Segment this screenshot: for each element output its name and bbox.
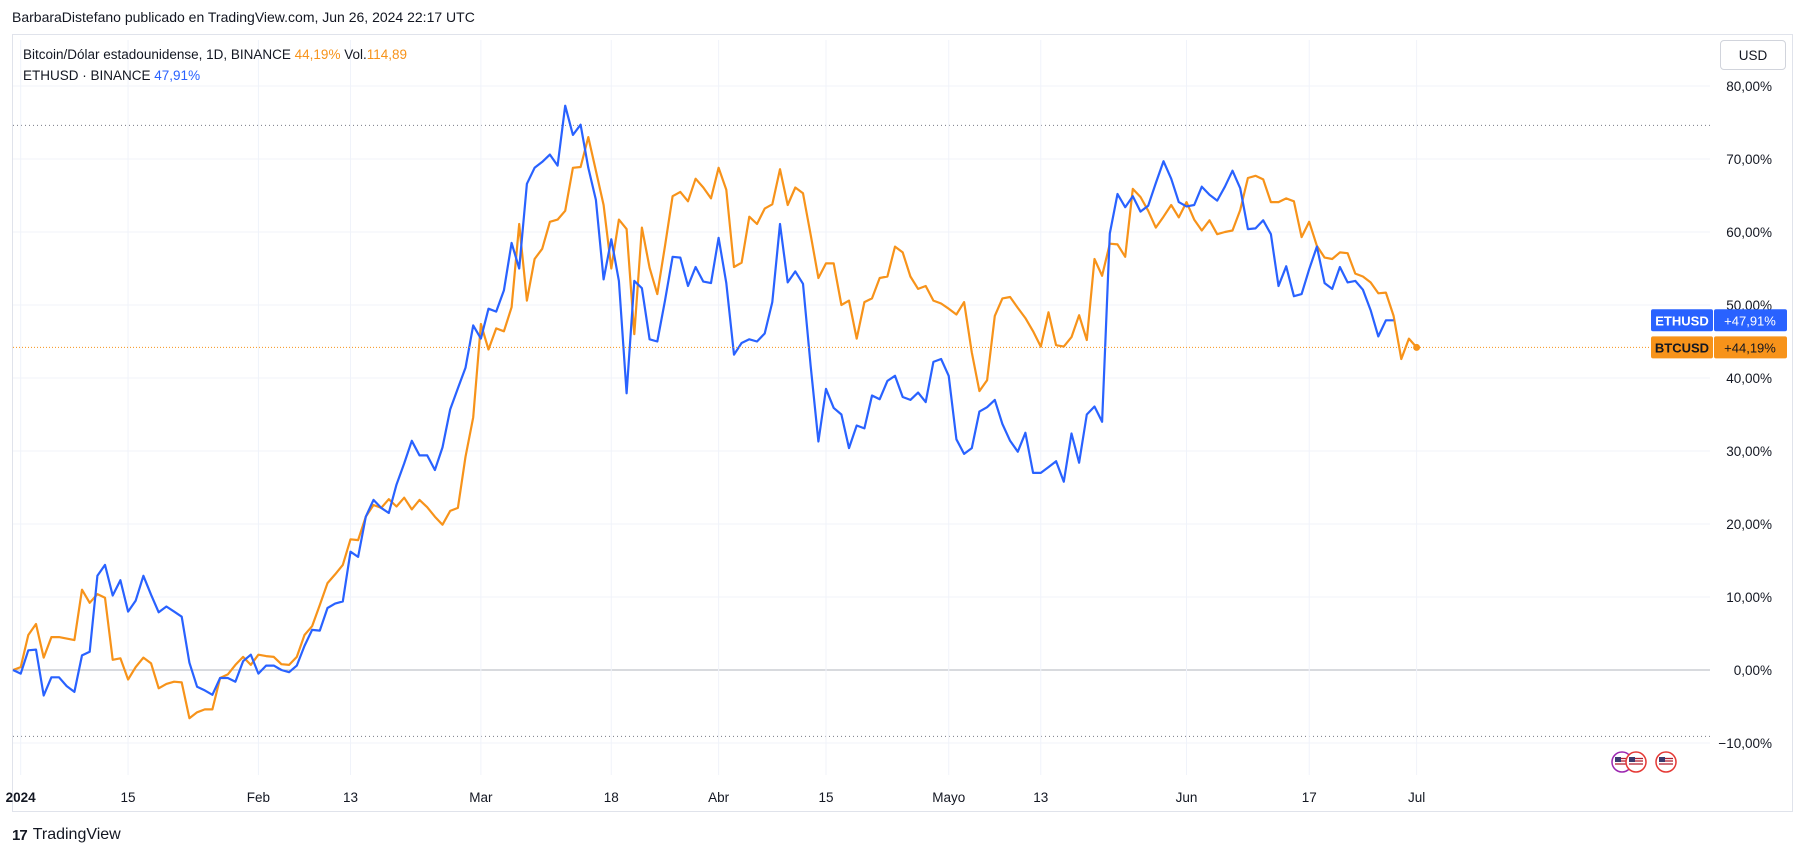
y-tick-label: 0,00% (1734, 663, 1772, 678)
y-tick-label: 70,00% (1726, 152, 1772, 167)
x-tick-label: 13 (343, 790, 358, 805)
x-tick-label: Mayo (932, 790, 965, 805)
legend-eth-name: ETHUSD · BINANCE (23, 68, 151, 83)
y-tick-label: 20,00% (1726, 517, 1772, 532)
legend-vol-label: Vol. (344, 47, 367, 62)
badge-label: BTCUSD (1655, 340, 1709, 355)
badge-value: +44,19% (1724, 340, 1776, 355)
series-line-btcusd[interactable] (12, 136, 1418, 720)
badge-label-bg (1651, 336, 1713, 359)
series-line-ethusd[interactable] (12, 104, 1394, 697)
us-flag-icon[interactable] (1625, 751, 1647, 773)
price-axis: 80,00% 70,00% 60,00% 50,00% 40,00% 30,00% 20,0… (1718, 79, 1772, 751)
y-tick-label: 40,00% (1726, 371, 1772, 386)
x-tick-label: 18 (604, 790, 619, 805)
footer-brand-text: TradingView (32, 826, 121, 843)
badge-ethusd[interactable]: ETHUSD +47,91% (1651, 309, 1787, 332)
badge-value: +47,91% (1724, 313, 1776, 328)
chart-frame (12, 34, 1793, 812)
badge-label: ETHUSD (1655, 313, 1708, 328)
btc-last-point (1413, 343, 1421, 351)
badge-btcusd[interactable]: BTCUSD +44,19% (1651, 336, 1787, 359)
economic-events (1611, 751, 1677, 773)
series-lines (12, 104, 1710, 720)
legend-row-btc[interactable]: Bitcoin/Dólar estadounidense, 1D, BINANC… (23, 44, 407, 65)
badge-value-bg (1714, 309, 1787, 332)
grid-lines (13, 40, 1710, 775)
x-tick-label: Jul (1408, 790, 1425, 805)
x-tick-label: 17 (1302, 790, 1317, 805)
y-tick-label: −10,00% (1718, 736, 1772, 751)
x-tick-label: 13 (1033, 790, 1048, 805)
x-tick-label: 2024 (6, 790, 37, 805)
legend-btc-name: Bitcoin/Dólar estadounidense, 1D, BINANC… (23, 47, 291, 62)
legend-row-eth[interactable]: ETHUSD · BINANCE 47,91% (23, 65, 407, 86)
us-flag-icon[interactable] (1655, 751, 1677, 773)
y-tick-label: 60,00% (1726, 225, 1772, 240)
legend-btc-change: 44,19% (294, 47, 341, 62)
legend-eth-change: 47,91% (154, 68, 201, 83)
x-tick-label: 15 (819, 790, 834, 805)
currency-button[interactable]: USD (1720, 40, 1786, 70)
x-tick-label: 15 (121, 790, 136, 805)
time-axis: 2024 15 Feb 13 Mar 18 Abr 15 Mayo 13 Jun 17 Jul (6, 790, 1426, 805)
chart-legend: Bitcoin/Dólar estadounidense, 1D, BINANC… (23, 44, 407, 86)
publisher-caption: BarbaraDistefano publicado en TradingVie… (12, 9, 475, 25)
y-tick-label: 80,00% (1726, 79, 1772, 94)
x-tick-label: Feb (247, 790, 270, 805)
y-tick-label: 30,00% (1726, 444, 1772, 459)
y-tick-label: 10,00% (1726, 590, 1772, 605)
tradingview-logo-icon: 17 (12, 826, 28, 844)
x-tick-label: Jun (1176, 790, 1198, 805)
badge-value-bg (1714, 336, 1787, 359)
last-value-badges: ETHUSD +47,91% BTCUSD +44,19% (1651, 309, 1787, 359)
footer-branding: 17 TradingView (12, 826, 121, 844)
badge-label-bg (1651, 309, 1713, 332)
x-tick-label: Abr (708, 790, 730, 805)
y-tick-label: 50,00% (1726, 298, 1772, 313)
x-tick-label: Mar (469, 790, 493, 805)
legend-vol-value: 114,89 (366, 47, 408, 62)
